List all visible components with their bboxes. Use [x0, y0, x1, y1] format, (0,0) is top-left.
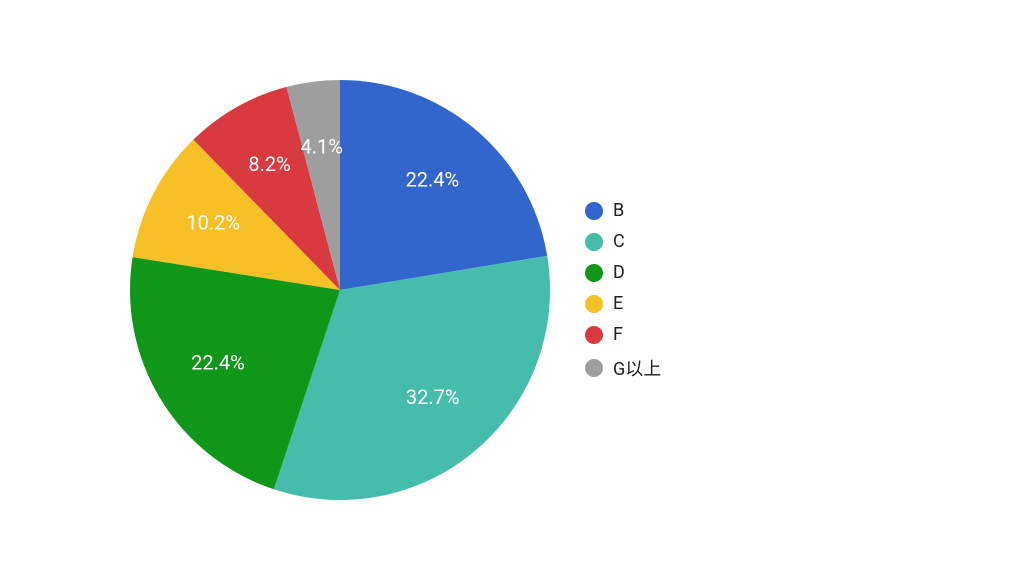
legend-dot-icon	[585, 233, 603, 251]
pie-chart: 22.4% 32.7% 22.4% 10.2% 8.2% 4.1%	[120, 65, 560, 519]
legend-label: E	[613, 293, 623, 314]
legend-item-B: B	[585, 200, 661, 221]
legend-label: G以上	[613, 355, 661, 381]
slice-label-E: 10.2%	[186, 211, 240, 235]
legend-item-E: E	[585, 293, 661, 314]
legend-dot-icon	[585, 359, 603, 377]
legend-label: F	[613, 324, 623, 345]
legend-item-D: D	[585, 262, 661, 283]
slice-label-F: 8.2%	[248, 152, 290, 176]
legend-dot-icon	[585, 295, 603, 313]
legend-label: D	[613, 262, 625, 283]
slice-label-C: 32.7%	[406, 385, 460, 409]
legend-dot-icon	[585, 326, 603, 344]
legend-dot-icon	[585, 202, 603, 220]
legend-item-G以上: G以上	[585, 355, 661, 381]
slice-label-D: 22.4%	[191, 351, 245, 375]
chart-container: 22.4% 32.7% 22.4% 10.2% 8.2% 4.1% BCDEF G以上	[0, 0, 1024, 576]
slice-label-G以上: 4.1%	[300, 135, 342, 159]
legend-dot-icon	[585, 264, 603, 282]
legend: BCDEF G以上	[585, 200, 661, 381]
legend-label: B	[613, 200, 624, 221]
pie-svg: 22.4% 32.7% 22.4% 10.2% 8.2% 4.1%	[120, 65, 560, 515]
slice-label-B: 22.4%	[406, 167, 460, 191]
legend-item-F: F	[585, 324, 661, 345]
legend-item-C: C	[585, 231, 661, 252]
legend-label: C	[613, 231, 625, 252]
